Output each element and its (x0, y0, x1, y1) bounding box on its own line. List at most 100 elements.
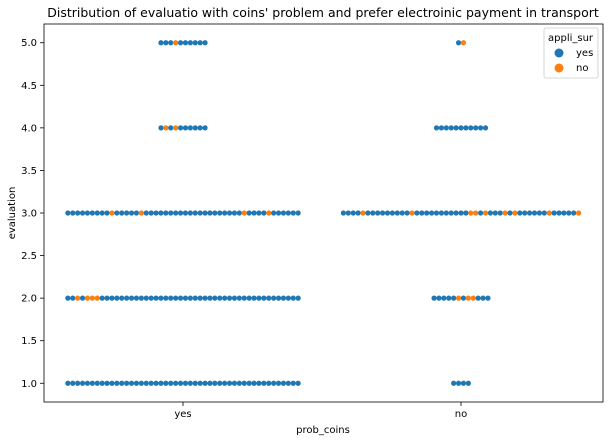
point-yes (551, 210, 557, 216)
y-tick-label: 3.0 (21, 209, 37, 220)
point-yes (94, 380, 100, 386)
x-axis-label: prob_coins (296, 425, 350, 436)
point-yes (261, 210, 267, 216)
point-yes (438, 125, 444, 131)
x-tick-label-no: no (455, 409, 467, 420)
data-points (65, 40, 582, 386)
point-yes (168, 40, 174, 46)
y-tick-label: 4.0 (21, 123, 37, 134)
point-yes (404, 210, 410, 216)
point-yes (280, 380, 287, 386)
point-yes (133, 295, 140, 301)
point-yes (222, 295, 228, 301)
point-yes (79, 210, 86, 216)
legend-marker-yes (554, 48, 564, 58)
point-yes (517, 210, 523, 216)
point-yes (340, 210, 346, 216)
point-yes (380, 210, 386, 216)
y-axis-label: evaluation (7, 187, 18, 240)
point-yes (89, 210, 95, 216)
point-yes (182, 125, 189, 131)
point-yes (556, 210, 562, 216)
point-yes (482, 125, 489, 131)
point-yes (290, 295, 296, 301)
point-yes (197, 380, 203, 386)
x-axis: yes no (174, 402, 467, 420)
point-yes (163, 40, 169, 46)
point-yes (168, 380, 174, 386)
point-yes (290, 210, 296, 216)
point-yes (104, 210, 110, 216)
point-yes (119, 295, 125, 301)
point-yes (453, 125, 459, 131)
point-yes (173, 295, 179, 301)
point-yes (370, 210, 376, 216)
point-yes (109, 295, 115, 301)
point-yes (295, 295, 301, 301)
point-yes (536, 210, 543, 216)
point-yes (158, 380, 164, 386)
point-yes (202, 295, 208, 301)
point-yes (119, 380, 125, 386)
point-yes (399, 210, 405, 216)
point-yes (177, 210, 184, 216)
point-yes (133, 210, 140, 216)
point-yes (182, 295, 189, 301)
point-yes (251, 295, 257, 301)
point-yes (192, 295, 198, 301)
point-yes (75, 210, 81, 216)
point-no (173, 40, 179, 46)
point-yes (246, 295, 252, 301)
point-yes (114, 380, 120, 386)
point-no (109, 210, 115, 216)
point-yes (158, 40, 164, 46)
point-yes (182, 40, 189, 46)
point-yes (522, 210, 528, 216)
point-no (89, 295, 95, 301)
point-yes (266, 295, 272, 301)
point-yes (207, 380, 213, 386)
point-no (409, 210, 415, 216)
point-yes (566, 210, 572, 216)
point-yes (128, 210, 135, 216)
y-tick-label: 2.0 (21, 294, 37, 305)
point-yes (187, 210, 193, 216)
legend-label-no: no (576, 63, 588, 74)
point-yes (104, 380, 110, 386)
point-yes (143, 380, 149, 386)
point-no (241, 210, 247, 216)
point-yes (202, 40, 208, 46)
point-yes (148, 210, 154, 216)
point-yes (429, 210, 435, 216)
point-no (576, 210, 582, 216)
y-tick-label: 5.0 (21, 38, 37, 49)
point-yes (460, 380, 467, 386)
point-yes (124, 380, 130, 386)
point-yes (389, 210, 395, 216)
point-no (94, 295, 100, 301)
point-yes (285, 380, 291, 386)
point-yes (487, 210, 493, 216)
point-yes (231, 210, 238, 216)
point-yes (433, 125, 440, 131)
point-yes (571, 210, 577, 216)
y-tick-label: 1.0 (21, 379, 37, 390)
point-yes (99, 380, 105, 386)
legend-marker-no (554, 63, 564, 73)
point-yes (463, 210, 469, 216)
point-no (482, 210, 489, 216)
point-yes (192, 380, 198, 386)
point-no (138, 210, 144, 216)
point-yes (241, 380, 247, 386)
point-yes (124, 295, 130, 301)
point-yes (460, 295, 467, 301)
y-tick-label: 3.5 (21, 166, 37, 177)
point-yes (177, 380, 184, 386)
point-yes (124, 210, 130, 216)
point-yes (465, 380, 471, 386)
point-yes (455, 380, 462, 386)
point-yes (251, 380, 257, 386)
point-yes (202, 210, 208, 216)
point-yes (453, 210, 459, 216)
